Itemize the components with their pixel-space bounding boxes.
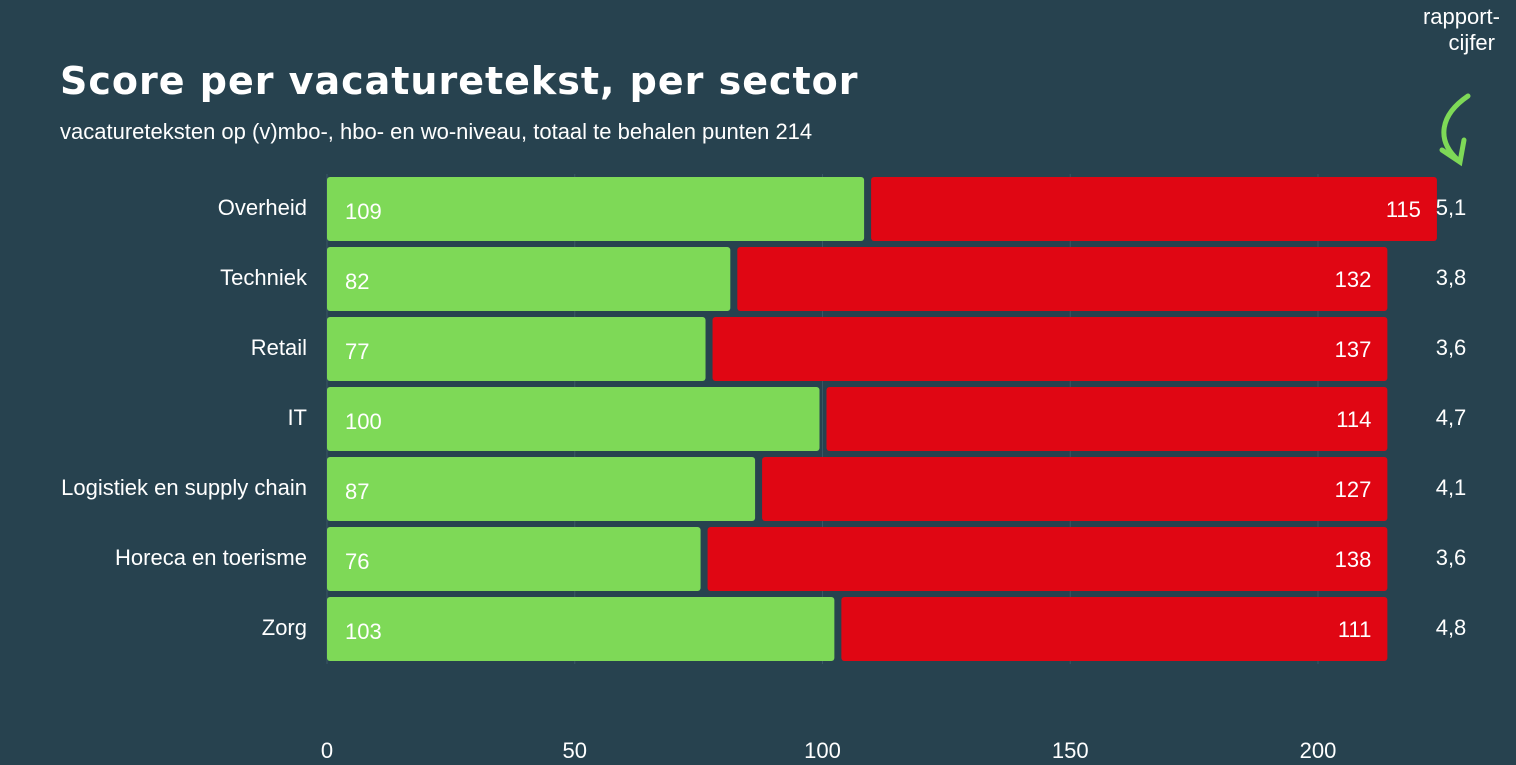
bar (327, 317, 706, 381)
value-label: 138 (1335, 547, 1372, 572)
x-tick-label: 50 (563, 738, 587, 763)
value-label: 132 (1335, 267, 1372, 292)
y-tick-label: Techniek (220, 265, 308, 290)
value-label: 103 (345, 619, 382, 644)
chart-subtitle: vacatureteksten op (v)mbo-, hbo- en wo-n… (60, 119, 812, 144)
grades-title: rapport- (1423, 4, 1500, 29)
grade-label: 4,7 (1436, 405, 1467, 430)
value-label: 87 (345, 479, 369, 504)
value-label: 114 (1336, 407, 1371, 432)
value-label: 127 (1335, 477, 1372, 502)
bar (327, 247, 731, 311)
x-tick-label: 150 (1052, 738, 1089, 763)
bar (327, 177, 865, 241)
x-tick-label: 0 (321, 738, 333, 763)
x-tick-label: 100 (804, 738, 841, 763)
value-label: 137 (1335, 337, 1372, 362)
bar (762, 457, 1388, 521)
grade-label: 5,1 (1436, 195, 1467, 220)
bar (327, 387, 820, 451)
y-tick-label: Logistiek en supply chain (61, 475, 307, 500)
value-label: 77 (345, 339, 369, 364)
bar (712, 317, 1388, 381)
grade-label: 3,6 (1436, 335, 1467, 360)
value-label: 100 (345, 409, 382, 434)
grades-title: cijfer (1449, 30, 1495, 55)
y-tick-label: IT (287, 405, 307, 430)
bar (826, 387, 1388, 451)
chart-title: Score per vacaturetekst, per sector (60, 59, 859, 103)
bar (327, 457, 756, 521)
y-tick-label: Retail (251, 335, 307, 360)
grade-label: 4,8 (1436, 615, 1467, 640)
value-label: 111 (1338, 617, 1371, 642)
bar (327, 597, 835, 661)
bar (841, 597, 1388, 661)
bar (871, 177, 1437, 241)
bar (327, 527, 701, 591)
y-tick-label: Zorg (262, 615, 307, 640)
grade-label: 3,6 (1436, 545, 1467, 570)
bar (737, 247, 1388, 311)
x-tick-label: 200 (1300, 738, 1337, 763)
arrow (1439, 93, 1471, 167)
grade-label: 4,1 (1436, 475, 1467, 500)
y-tick-label: Horeca en toerisme (115, 545, 307, 570)
value-label: 82 (345, 269, 369, 294)
y-tick-label: Overheid (218, 195, 307, 220)
value-label: 76 (345, 549, 369, 574)
grade-label: 3,8 (1436, 265, 1467, 290)
bar (707, 527, 1388, 591)
value-label: 109 (345, 199, 382, 224)
value-label: 115 (1386, 197, 1421, 222)
